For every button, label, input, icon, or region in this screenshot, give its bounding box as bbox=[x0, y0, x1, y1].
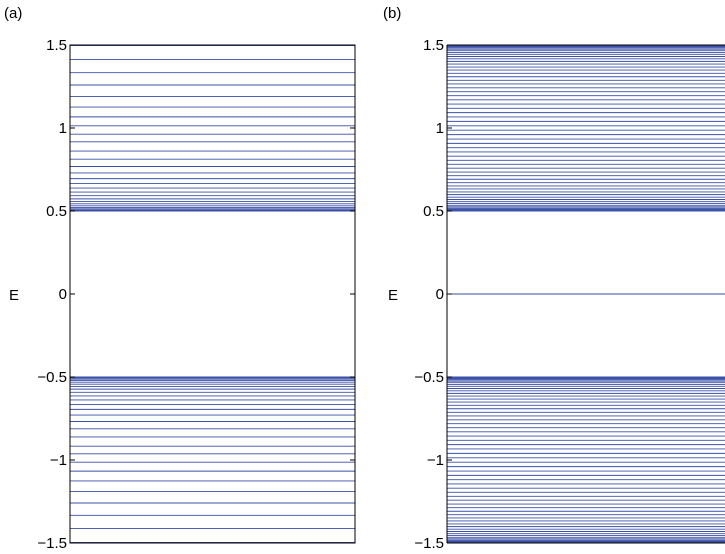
panel-a-ytick-label: 0.5 bbox=[46, 203, 67, 220]
panel-a-ticks: −1.5 −1 −0.5 0 0.5 1 1.5 bbox=[37, 37, 355, 552]
panel-a-ytick-label: −1.5 bbox=[37, 535, 67, 552]
panel-b-label: (b) bbox=[383, 5, 401, 22]
panel-b-levels bbox=[447, 44, 725, 544]
panel-b-ytick-label: 0 bbox=[436, 286, 444, 303]
panel-b-ytick-label: −1 bbox=[427, 452, 444, 469]
panel-a-levels bbox=[70, 45, 355, 543]
panel-a-ylabel: E bbox=[9, 287, 19, 304]
panel-a-label: (a) bbox=[4, 5, 22, 22]
panel-a-ytick-label: −0.5 bbox=[37, 369, 67, 386]
panel-a-ytick-label: 1 bbox=[59, 120, 67, 137]
panel-b-ticks: −1.5 −1 −0.5 0 0.5 1 1.5 bbox=[414, 37, 452, 552]
panel-a: (a) E −1.5 −1 −0.5 0 0.5 1 1.5 bbox=[4, 5, 356, 552]
panel-b: (b) E −1.5 −1 −0.5 0 0.5 1 1.5 bbox=[383, 5, 725, 552]
panel-b-ytick-label: −1.5 bbox=[414, 535, 444, 552]
panel-a-axes-box bbox=[69, 44, 356, 544]
panel-a-ytick-label: −1 bbox=[50, 452, 67, 469]
panel-a-ytick-label: 1.5 bbox=[46, 37, 67, 54]
panel-b-ytick-label: 0.5 bbox=[423, 203, 444, 220]
panel-b-ytick-label: −0.5 bbox=[414, 369, 444, 386]
panel-a-ytick-label: 0 bbox=[59, 286, 67, 303]
panel-b-ytick-label: 1 bbox=[436, 120, 444, 137]
panel-b-ylabel: E bbox=[388, 287, 398, 304]
panel-b-ytick-label: 1.5 bbox=[423, 37, 444, 54]
